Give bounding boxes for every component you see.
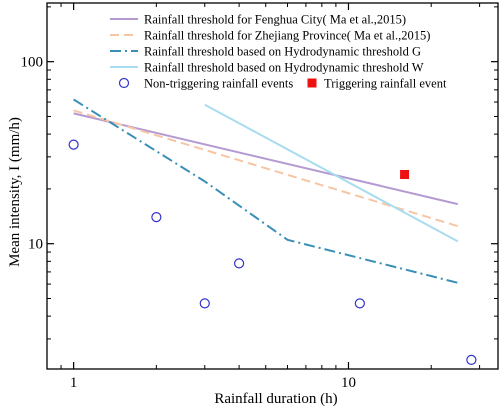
triggering-point [400, 169, 410, 179]
series-line-1 [73, 112, 459, 206]
series-line-4 [204, 103, 459, 243]
x-tick-label: 1 [70, 375, 78, 391]
x-axis-label: Rainfall duration (h) [214, 391, 337, 407]
y-tick-label: 10 [28, 237, 43, 253]
y-tick-label: 100 [21, 55, 44, 71]
legend-label: Rainfall threshold based on Hydrodynamic… [144, 45, 421, 59]
legend-label: Rainfall threshold for Fenghua City( Ma … [144, 13, 406, 27]
non-triggering-point [68, 139, 79, 150]
legend-label: Rainfall threshold for Zhejiang Province… [144, 29, 430, 43]
non-triggering-point [234, 258, 245, 269]
non-triggering-point [354, 298, 365, 309]
non-triggering-point [466, 354, 477, 366]
x-tick-label: 10 [341, 375, 356, 391]
legend-label: Rainfall threshold based on Hydrodynamic… [144, 61, 424, 75]
non-triggering-point [199, 298, 210, 309]
plot-layer [68, 98, 477, 366]
legend-swatch [118, 77, 130, 89]
series-line-3 [73, 98, 459, 284]
legend-label: Non-triggering rainfall events [144, 77, 293, 91]
axes-layer: 1 10 10 100 [21, 2, 499, 391]
plot-frame [46, 2, 499, 370]
series-line-2 [73, 109, 459, 228]
legend-label: Triggering rainfall event [324, 77, 447, 91]
legend: Rainfall threshold for Fenghua City( Ma … [110, 13, 447, 91]
non-triggering-point [151, 212, 162, 223]
legend-swatch [307, 78, 317, 88]
y-axis-label: Mean intensity, I (mm/h) [7, 117, 23, 267]
